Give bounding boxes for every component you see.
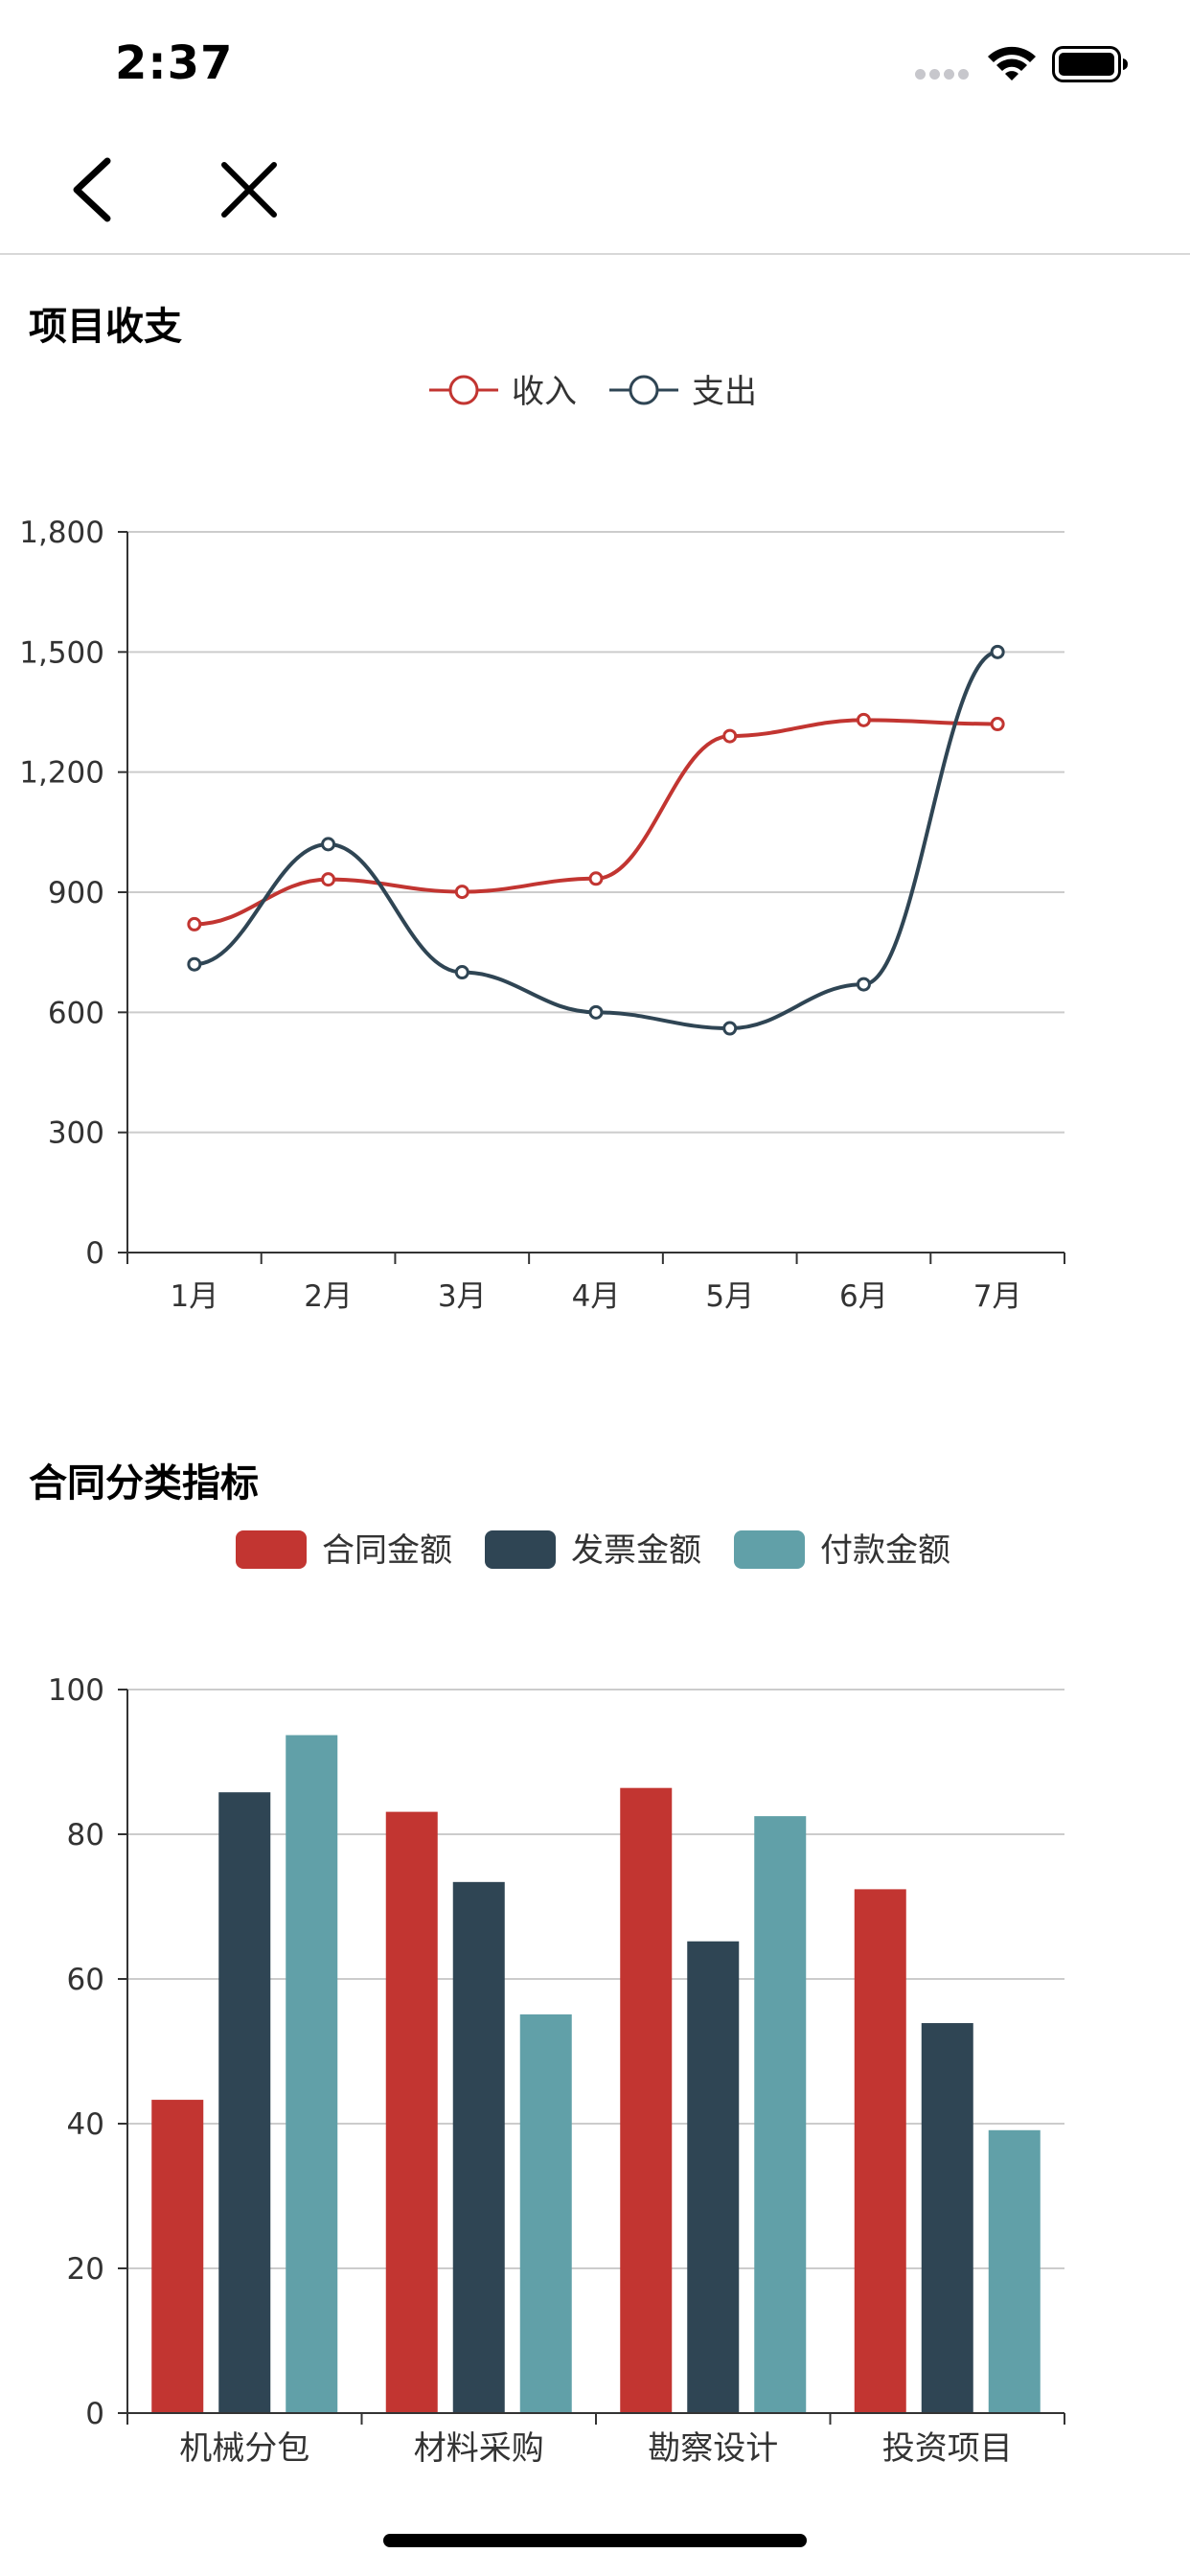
y-tick-label: 600: [48, 996, 104, 1030]
data-point-1-4: [722, 1021, 738, 1036]
legend-item-0: 合同金额: [236, 1530, 452, 1570]
bar-1-0: [218, 1792, 271, 2413]
back-button[interactable]: [59, 153, 128, 226]
x-tick-label: 3月: [438, 1279, 487, 1314]
data-point-1-3: [588, 1004, 604, 1020]
status-bar: 2:37: [0, 0, 1190, 126]
x-tick-label: 机械分包: [179, 2429, 309, 2468]
line-chart: 收入 支出 0 300 600 900 1,200 1,500 1,800 1月 2月 3月 4月 5月 6…: [19, 373, 1065, 1314]
bar-chart: 合同金额 发票金额 付款金额 0 20 40 60 80 100 机械分包 材料采购 勘察设计 投资项目: [48, 1530, 1065, 2468]
data-point-1-2: [454, 965, 469, 980]
data-point-0-2: [454, 885, 469, 900]
legend-item-1: 支出: [609, 373, 757, 411]
x-tick-label: 2月: [304, 1279, 353, 1314]
data-point-0-3: [588, 871, 604, 886]
cellular-signal-icon: [915, 69, 971, 80]
bar-0-0: [151, 2100, 204, 2413]
y-tick-label: 100: [48, 1673, 104, 1708]
legend-marker-1: [629, 375, 659, 405]
bar-2-1: [519, 2013, 572, 2413]
legend-label-0: 收入: [512, 373, 577, 411]
line-chart-title: 项目收支: [29, 305, 182, 349]
y-tick-label: 20: [67, 2252, 104, 2287]
bar-2-3: [988, 2129, 1041, 2413]
legend-swatch-2: [734, 1530, 805, 1569]
home-indicator[interactable]: [383, 2534, 807, 2547]
data-point-1-1: [321, 837, 336, 852]
bar-2-0: [286, 1735, 338, 2413]
bar-0-1: [385, 1811, 438, 2413]
y-tick-label: 1,800: [19, 516, 104, 550]
chevron-left-icon: [73, 157, 111, 222]
y-tick-label: 0: [85, 2397, 104, 2431]
data-point-0-4: [722, 728, 738, 744]
data-point-0-1: [321, 872, 336, 887]
data-point-1-6: [990, 644, 1005, 659]
legend-swatch-0: [236, 1530, 307, 1569]
data-point-1-0: [187, 956, 202, 972]
legend-label-0: 合同金额: [322, 1531, 452, 1570]
y-tick-label: 1,500: [19, 635, 104, 670]
bar-1-3: [921, 2023, 973, 2413]
legend-item-2: 付款金额: [734, 1530, 950, 1570]
close-icon: [221, 162, 277, 218]
x-tick-label: 4月: [572, 1279, 621, 1314]
y-tick-label: 80: [67, 1818, 104, 1852]
data-point-0-6: [990, 717, 1005, 732]
x-tick-label: 投资项目: [882, 2429, 1013, 2468]
legend-item-0: 收入: [429, 373, 577, 411]
bar-chart-title: 合同分类指标: [29, 1461, 259, 1506]
legend-item-1: 发票金额: [485, 1530, 701, 1570]
y-tick-label: 300: [48, 1116, 104, 1151]
bar-1-1: [452, 1881, 505, 2413]
bar-2-2: [754, 1816, 807, 2413]
wifi-icon: [988, 46, 1036, 80]
series-line-0: [194, 718, 998, 927]
series-line-1: [194, 650, 998, 1031]
y-tick-label: 60: [67, 1963, 104, 1997]
data-point-0-5: [856, 712, 871, 727]
y-tick-label: 1,200: [19, 756, 104, 791]
data-point-0-0: [187, 916, 202, 932]
legend-swatch-1: [485, 1530, 556, 1569]
bar-1-2: [687, 1941, 740, 2413]
legend-label-1: 发票金额: [571, 1531, 701, 1570]
status-time: 2:37: [115, 36, 234, 90]
nav-bar: [0, 126, 1190, 255]
x-tick-label: 材料采购: [414, 2429, 544, 2468]
x-tick-label: 6月: [839, 1279, 888, 1314]
y-tick-label: 0: [85, 1236, 104, 1271]
legend-label-1: 支出: [692, 373, 757, 411]
x-tick-label: 7月: [973, 1279, 1022, 1314]
y-tick-label: 40: [67, 2107, 104, 2142]
bar-0-2: [620, 1787, 673, 2413]
x-tick-label: 5月: [705, 1279, 754, 1314]
battery-icon: [1052, 46, 1128, 82]
legend-label-2: 付款金额: [820, 1531, 950, 1570]
x-tick-label: 1月: [170, 1279, 218, 1314]
data-point-1-5: [856, 977, 871, 992]
close-button[interactable]: [213, 153, 286, 226]
y-tick-label: 900: [48, 876, 104, 910]
x-tick-label: 勘察设计: [648, 2429, 778, 2468]
bar-0-3: [854, 1889, 906, 2413]
legend-marker-0: [448, 375, 479, 405]
